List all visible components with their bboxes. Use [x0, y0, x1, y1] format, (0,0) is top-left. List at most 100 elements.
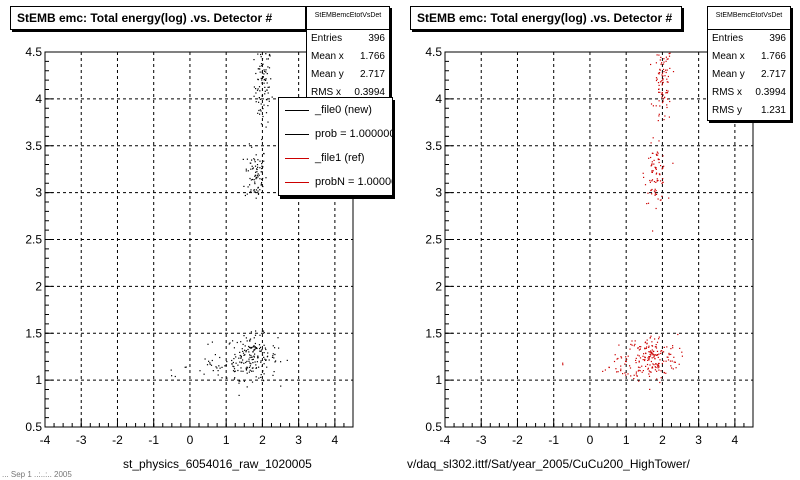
data-point	[654, 191, 656, 193]
data-point	[649, 181, 651, 183]
data-point	[238, 357, 240, 359]
data-point	[245, 369, 248, 371]
legend-label: _file0 (new)	[315, 104, 372, 116]
data-point	[653, 364, 655, 366]
data-point	[658, 366, 660, 368]
data-point	[653, 356, 655, 358]
data-point	[268, 359, 270, 361]
data-point	[666, 356, 668, 358]
data-point	[255, 367, 258, 369]
data-point	[655, 167, 657, 169]
data-point	[265, 126, 267, 128]
data-point	[240, 355, 242, 357]
data-point	[656, 364, 658, 366]
data-point	[659, 173, 661, 175]
data-point	[258, 344, 261, 346]
data-point	[261, 349, 263, 351]
data-point	[656, 178, 658, 180]
data-point	[260, 103, 262, 105]
data-point	[258, 97, 260, 99]
data-point	[265, 112, 268, 114]
data-point	[255, 330, 257, 332]
data-point	[650, 189, 652, 191]
data-point	[650, 360, 652, 363]
data-point	[255, 364, 257, 366]
legend-entry-prob: prob = 1.000000	[279, 122, 392, 146]
data-point	[659, 381, 661, 384]
data-point	[658, 161, 660, 164]
data-point	[668, 354, 670, 356]
data-point	[659, 359, 661, 361]
data-point	[631, 340, 633, 342]
data-point	[260, 376, 262, 378]
data-point	[655, 344, 657, 346]
data-point	[259, 160, 261, 162]
data-point	[630, 343, 632, 345]
y-tick-label: 4.5	[425, 45, 442, 59]
data-point	[258, 366, 260, 368]
data-point	[259, 189, 261, 191]
data-point	[659, 81, 662, 83]
data-point	[655, 366, 657, 369]
data-point	[656, 151, 658, 153]
data-point	[666, 106, 668, 109]
data-point	[247, 348, 249, 351]
data-point	[248, 358, 250, 360]
stats-value: 396	[769, 33, 786, 44]
data-point	[661, 91, 663, 94]
data-point	[268, 100, 270, 102]
data-point	[653, 181, 655, 183]
data-point	[215, 366, 217, 368]
data-point	[652, 137, 654, 139]
data-point	[638, 380, 640, 382]
data-point	[262, 63, 264, 65]
data-point	[651, 171, 653, 173]
data-point	[262, 177, 264, 180]
data-point	[209, 362, 211, 364]
data-point	[629, 367, 632, 369]
data-point	[657, 367, 659, 369]
data-point	[247, 186, 249, 188]
right-x-axis-label: v/daq_sl302.ittf/Sat/year_2005/CuCu200_H…	[407, 457, 690, 471]
data-point	[265, 348, 267, 351]
data-point	[260, 171, 262, 173]
data-point	[658, 115, 660, 117]
data-point	[668, 352, 670, 354]
data-point	[266, 73, 268, 75]
data-point	[259, 90, 261, 92]
data-point	[211, 359, 213, 362]
data-point	[250, 370, 253, 372]
left-stats-row: Mean x 1.766	[307, 48, 389, 66]
data-point	[249, 369, 251, 371]
stats-label: Entries	[311, 33, 343, 44]
data-point	[255, 367, 257, 369]
data-point	[265, 78, 267, 80]
data-point	[243, 185, 245, 187]
data-point	[663, 165, 665, 167]
data-point	[625, 356, 627, 358]
data-point	[656, 78, 658, 80]
data-point	[274, 361, 276, 363]
data-point	[669, 100, 671, 103]
data-point	[246, 193, 248, 195]
data-point	[239, 354, 241, 357]
data-point	[254, 347, 256, 349]
data-point	[199, 370, 201, 372]
data-point	[669, 360, 672, 362]
data-point	[232, 340, 234, 342]
data-point	[261, 94, 264, 96]
data-point	[655, 347, 658, 349]
data-point	[671, 367, 673, 369]
data-point	[652, 350, 654, 352]
data-point	[657, 120, 659, 122]
data-point	[663, 346, 665, 348]
stats-label: Mean y	[311, 69, 344, 80]
data-point	[235, 356, 237, 358]
data-point	[254, 175, 256, 177]
data-point	[662, 68, 665, 70]
data-point	[649, 179, 651, 182]
data-point	[648, 375, 651, 377]
data-point	[648, 357, 650, 359]
data-point	[278, 347, 280, 349]
data-point	[660, 165, 662, 167]
